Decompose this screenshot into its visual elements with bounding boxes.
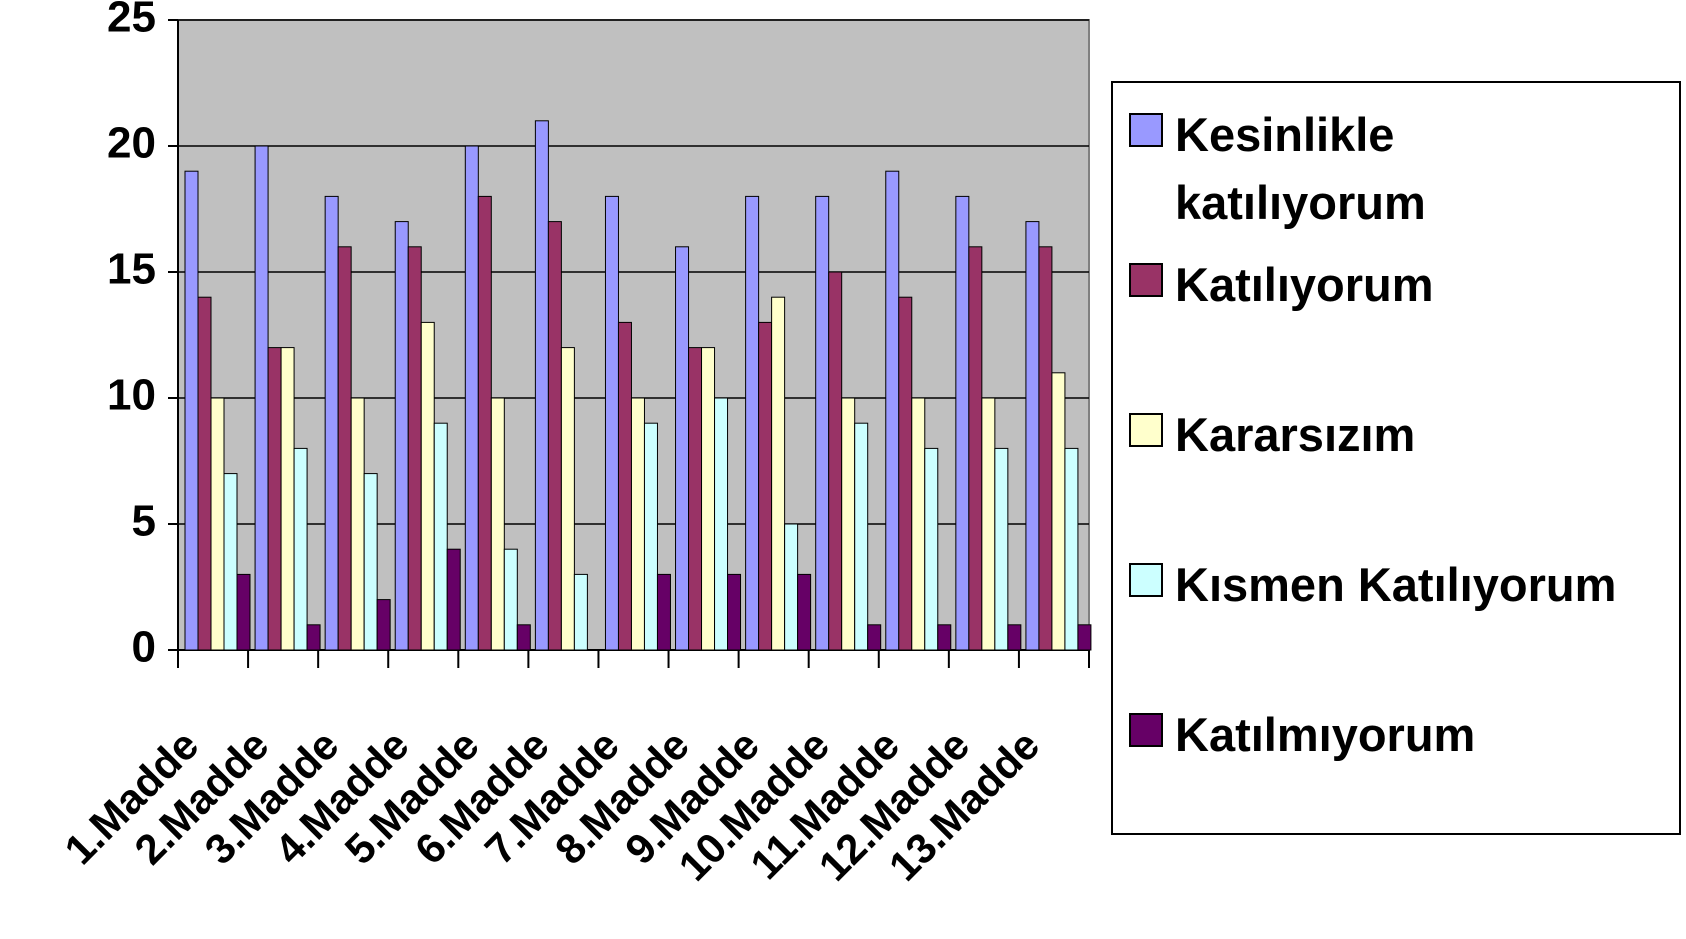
bar bbox=[746, 196, 759, 650]
bar bbox=[268, 348, 281, 650]
legend-label: Kısmen Katılıyorum bbox=[1175, 551, 1669, 619]
bar bbox=[255, 146, 268, 650]
bar bbox=[982, 398, 995, 650]
bar bbox=[1065, 448, 1078, 650]
legend-entry: Kısmen Katılıyorum bbox=[1129, 551, 1669, 619]
legend-label: Katılıyorum bbox=[1175, 251, 1505, 319]
bar bbox=[842, 398, 855, 650]
bar bbox=[702, 348, 715, 650]
bar bbox=[447, 549, 460, 650]
bar bbox=[759, 322, 772, 650]
bar bbox=[478, 196, 491, 650]
bar bbox=[772, 297, 785, 650]
page: {"chart_data": {"type": "bar", "categori… bbox=[0, 0, 1686, 939]
bar bbox=[351, 398, 364, 650]
bar bbox=[307, 625, 320, 650]
bar bbox=[408, 247, 421, 650]
bar bbox=[294, 448, 307, 650]
bar bbox=[829, 272, 842, 650]
legend-label: Katılmıyorum bbox=[1175, 701, 1505, 769]
bar bbox=[956, 196, 969, 650]
legend-entry: Kesinlikle katılıyorum bbox=[1129, 101, 1669, 237]
bar bbox=[281, 348, 294, 650]
bar bbox=[995, 448, 1008, 650]
bar bbox=[1039, 247, 1052, 650]
bar bbox=[491, 398, 504, 650]
bar bbox=[1052, 373, 1065, 650]
bar bbox=[938, 625, 951, 650]
bar bbox=[574, 574, 587, 650]
bar bbox=[421, 322, 434, 650]
bar bbox=[728, 574, 741, 650]
bar bbox=[224, 474, 237, 650]
bar bbox=[434, 423, 447, 650]
legend-entry: Katılmıyorum bbox=[1129, 701, 1669, 769]
bar bbox=[676, 247, 689, 650]
legend-swatch bbox=[1129, 563, 1163, 597]
legend-entry: Katılıyorum bbox=[1129, 251, 1669, 319]
bar bbox=[715, 398, 728, 650]
bar bbox=[657, 574, 670, 650]
y-tick-label: 15 bbox=[107, 245, 156, 294]
bar bbox=[364, 474, 377, 650]
legend-swatch bbox=[1129, 413, 1163, 447]
bar bbox=[605, 196, 618, 650]
bar bbox=[198, 297, 211, 650]
bar bbox=[868, 625, 881, 650]
y-tick-label: 10 bbox=[107, 371, 156, 420]
legend-label: Kesinlikle katılıyorum bbox=[1175, 101, 1505, 237]
bar bbox=[798, 574, 811, 650]
legend-label: Kararsızım bbox=[1175, 401, 1505, 469]
y-tick-label: 25 bbox=[107, 0, 156, 42]
bar bbox=[535, 121, 548, 650]
bar bbox=[1008, 625, 1021, 650]
legend-swatch bbox=[1129, 113, 1163, 147]
bar bbox=[338, 247, 351, 650]
bar bbox=[644, 423, 657, 650]
legend-swatch bbox=[1129, 263, 1163, 297]
bar bbox=[185, 171, 198, 650]
bar bbox=[237, 574, 250, 650]
bar bbox=[377, 600, 390, 650]
bar bbox=[395, 222, 408, 650]
bar bbox=[969, 247, 982, 650]
bar bbox=[618, 322, 631, 650]
bar bbox=[465, 146, 478, 650]
bar bbox=[899, 297, 912, 650]
legend-entry: Kararsızım bbox=[1129, 401, 1669, 469]
legend: Kesinlikle katılıyorum Katılıyorum Kararsı… bbox=[1111, 81, 1681, 835]
bar bbox=[211, 398, 224, 650]
legend-swatch bbox=[1129, 713, 1163, 747]
bar bbox=[561, 348, 574, 650]
bar bbox=[1078, 625, 1091, 650]
bar bbox=[504, 549, 517, 650]
bar bbox=[517, 625, 530, 650]
bar bbox=[912, 398, 925, 650]
y-tick-label: 5 bbox=[132, 497, 156, 546]
y-tick-label: 0 bbox=[132, 623, 156, 672]
bar bbox=[325, 196, 338, 650]
bar bbox=[1026, 222, 1039, 650]
bar bbox=[548, 222, 561, 650]
bar bbox=[886, 171, 899, 650]
y-tick-label: 20 bbox=[107, 119, 156, 168]
bar bbox=[689, 348, 702, 650]
bar bbox=[816, 196, 829, 650]
bar bbox=[785, 524, 798, 650]
bar bbox=[631, 398, 644, 650]
bar bbox=[855, 423, 868, 650]
bar bbox=[925, 448, 938, 650]
